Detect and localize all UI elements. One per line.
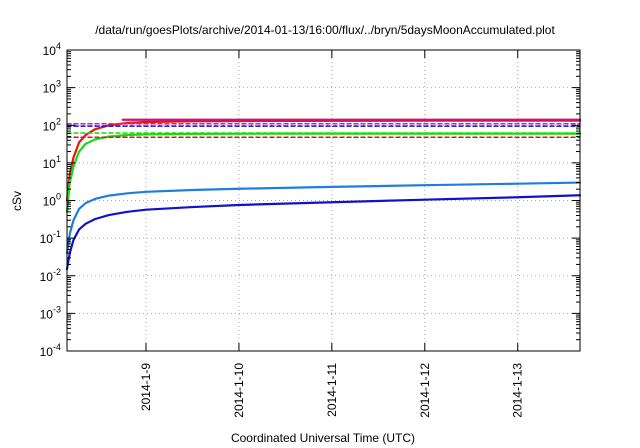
y-tick-label-exponent: -1 (53, 229, 61, 239)
y-tick-label-base: 10 (43, 82, 57, 96)
y-tick-label: 104 (43, 41, 61, 58)
y-tick-label-base: 10 (40, 232, 54, 246)
y-tick-label-base: 10 (43, 157, 57, 171)
y-tick-label-base: 10 (40, 345, 54, 359)
x-axis-label: Coordinated Universal Time (UTC) (231, 431, 415, 445)
series-line-3 (65, 181, 582, 255)
y-tick-label-base: 10 (43, 119, 57, 133)
y-tick-label-base: 10 (40, 270, 54, 284)
y-tick-label-exponent: 4 (56, 41, 61, 51)
y-tick-label: 10-1 (40, 229, 61, 246)
y-tick-label-base: 10 (43, 195, 57, 209)
x-tick-label: 2014-1-9 (139, 363, 153, 411)
y-tick-label-exponent: -3 (53, 304, 61, 314)
y-tick-label: 101 (43, 154, 61, 171)
x-tick-label: 2014-1-13 (511, 363, 525, 418)
series-line-4 (65, 194, 582, 271)
y-tick-label-exponent: 0 (56, 192, 61, 202)
y-tick-label-exponent: -2 (53, 267, 61, 277)
y-tick-label: 103 (43, 79, 61, 96)
y-tick-label: 10-2 (40, 267, 61, 284)
x-tick-label: 2014-1-11 (325, 363, 339, 417)
y-tick-label-exponent: 2 (56, 116, 61, 126)
y-tick-label-base: 10 (43, 44, 57, 58)
series-layer (65, 118, 582, 271)
grid (67, 50, 580, 351)
y-tick-label: 10-4 (40, 342, 61, 359)
x-axis: 2014-1-9 2014-1-10 2014-1-11 2014-1-12 2014-… (139, 50, 525, 418)
y-tick-label: 102 (43, 116, 61, 133)
x-tick-label: 2014-1-10 (232, 363, 246, 418)
x-tick-label: 2014-1-12 (418, 363, 432, 418)
y-tick-label-base: 10 (40, 307, 54, 321)
y-tick-label-exponent: 3 (56, 79, 61, 89)
y-axis-label: cSv (10, 191, 24, 211)
y-tick-label: 10-3 (40, 304, 61, 321)
chart-title: /data/run/goesPlots/archive/2014-01-13/1… (95, 23, 555, 37)
y-tick-label-exponent: 1 (56, 154, 61, 164)
y-tick-label: 100 (43, 192, 61, 209)
y-tick-label-exponent: -4 (53, 342, 61, 352)
